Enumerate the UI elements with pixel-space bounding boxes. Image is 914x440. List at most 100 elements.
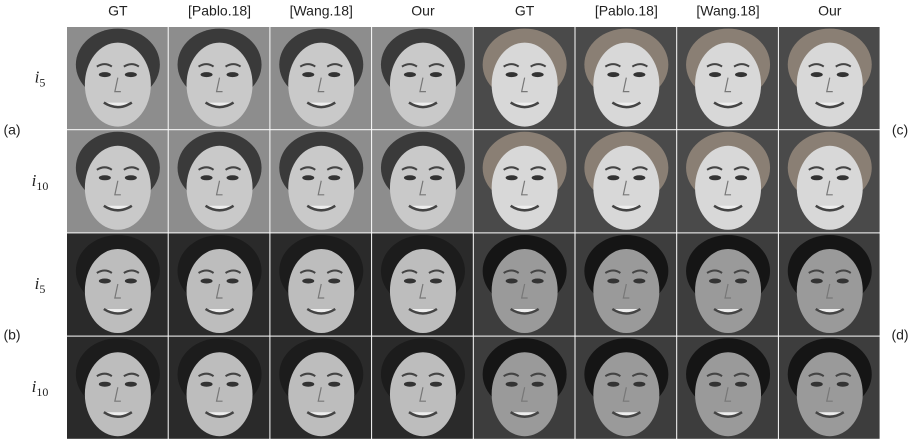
eye [302, 279, 314, 284]
eye [125, 72, 137, 77]
face-image [779, 337, 880, 439]
eye [404, 279, 416, 284]
eye [607, 279, 619, 284]
eye [430, 72, 442, 77]
face-image [677, 130, 778, 232]
face-image [576, 27, 677, 129]
face-image [474, 337, 575, 439]
eye [302, 175, 314, 180]
column-header: [Pablo.18] [595, 3, 658, 19]
eye [404, 175, 416, 180]
face-image [67, 27, 168, 129]
group-label: (b) [3, 327, 20, 343]
face [390, 43, 456, 127]
face-image [576, 233, 677, 335]
face-image [372, 233, 473, 335]
face [797, 352, 863, 436]
eye [227, 279, 239, 284]
eye [709, 279, 721, 284]
eye [125, 175, 137, 180]
eye [709, 175, 721, 180]
eye [201, 279, 213, 284]
face-image [270, 27, 371, 129]
row-label-sub: 10 [36, 385, 48, 399]
face [593, 43, 659, 127]
face [492, 352, 558, 436]
eye [99, 382, 111, 387]
face-image [779, 233, 880, 335]
face [695, 249, 761, 333]
face-image [474, 130, 575, 232]
row-label: i10 [32, 377, 49, 399]
face [288, 146, 354, 230]
eye [328, 382, 340, 387]
group-label: (d) [891, 327, 908, 343]
face [797, 249, 863, 333]
group-label: (c) [892, 122, 908, 138]
eye [506, 382, 518, 387]
eye [404, 382, 416, 387]
face-image [67, 337, 168, 439]
face-image [779, 27, 880, 129]
column-header: [Wang.18] [290, 3, 353, 19]
row-label-sub: 5 [39, 282, 45, 296]
face [288, 352, 354, 436]
eye [227, 175, 239, 180]
eye [125, 382, 137, 387]
eye [506, 72, 518, 77]
face-image [169, 130, 270, 232]
eye [735, 279, 747, 284]
face [695, 43, 761, 127]
eye [99, 72, 111, 77]
face-image [576, 337, 677, 439]
eye [811, 279, 823, 284]
eye [328, 279, 340, 284]
face [797, 43, 863, 127]
figure: (a) (b) (c) (d) GT[Pablo.18][Wang.18]Our… [0, 0, 914, 440]
face-image [270, 233, 371, 335]
face-image [372, 130, 473, 232]
eye [532, 382, 544, 387]
eye [837, 72, 849, 77]
face-image [169, 233, 270, 335]
face [187, 352, 253, 436]
face [85, 146, 151, 230]
face [288, 43, 354, 127]
eye [430, 382, 442, 387]
face-image [372, 27, 473, 129]
face-image [677, 233, 778, 335]
face [85, 352, 151, 436]
face [492, 43, 558, 127]
face [187, 249, 253, 333]
face [288, 249, 354, 333]
eye [201, 175, 213, 180]
face-image [677, 27, 778, 129]
eye [811, 72, 823, 77]
face-image [576, 130, 677, 232]
face [797, 146, 863, 230]
face-image [270, 130, 371, 232]
face-image [169, 27, 270, 129]
face-image [67, 233, 168, 335]
eye [328, 72, 340, 77]
eye [506, 175, 518, 180]
eye [227, 72, 239, 77]
face [187, 43, 253, 127]
face [390, 352, 456, 436]
row-label: i5 [35, 68, 46, 90]
eye [735, 382, 747, 387]
eye [201, 382, 213, 387]
column-header: GT [108, 3, 128, 19]
eye [735, 175, 747, 180]
eye [811, 382, 823, 387]
eye [837, 175, 849, 180]
face [695, 352, 761, 436]
eye [302, 382, 314, 387]
eye [633, 72, 645, 77]
eye [709, 382, 721, 387]
column-header: [Pablo.18] [188, 3, 251, 19]
column-header: [Wang.18] [696, 3, 759, 19]
face [593, 146, 659, 230]
eye [633, 279, 645, 284]
eye [532, 175, 544, 180]
